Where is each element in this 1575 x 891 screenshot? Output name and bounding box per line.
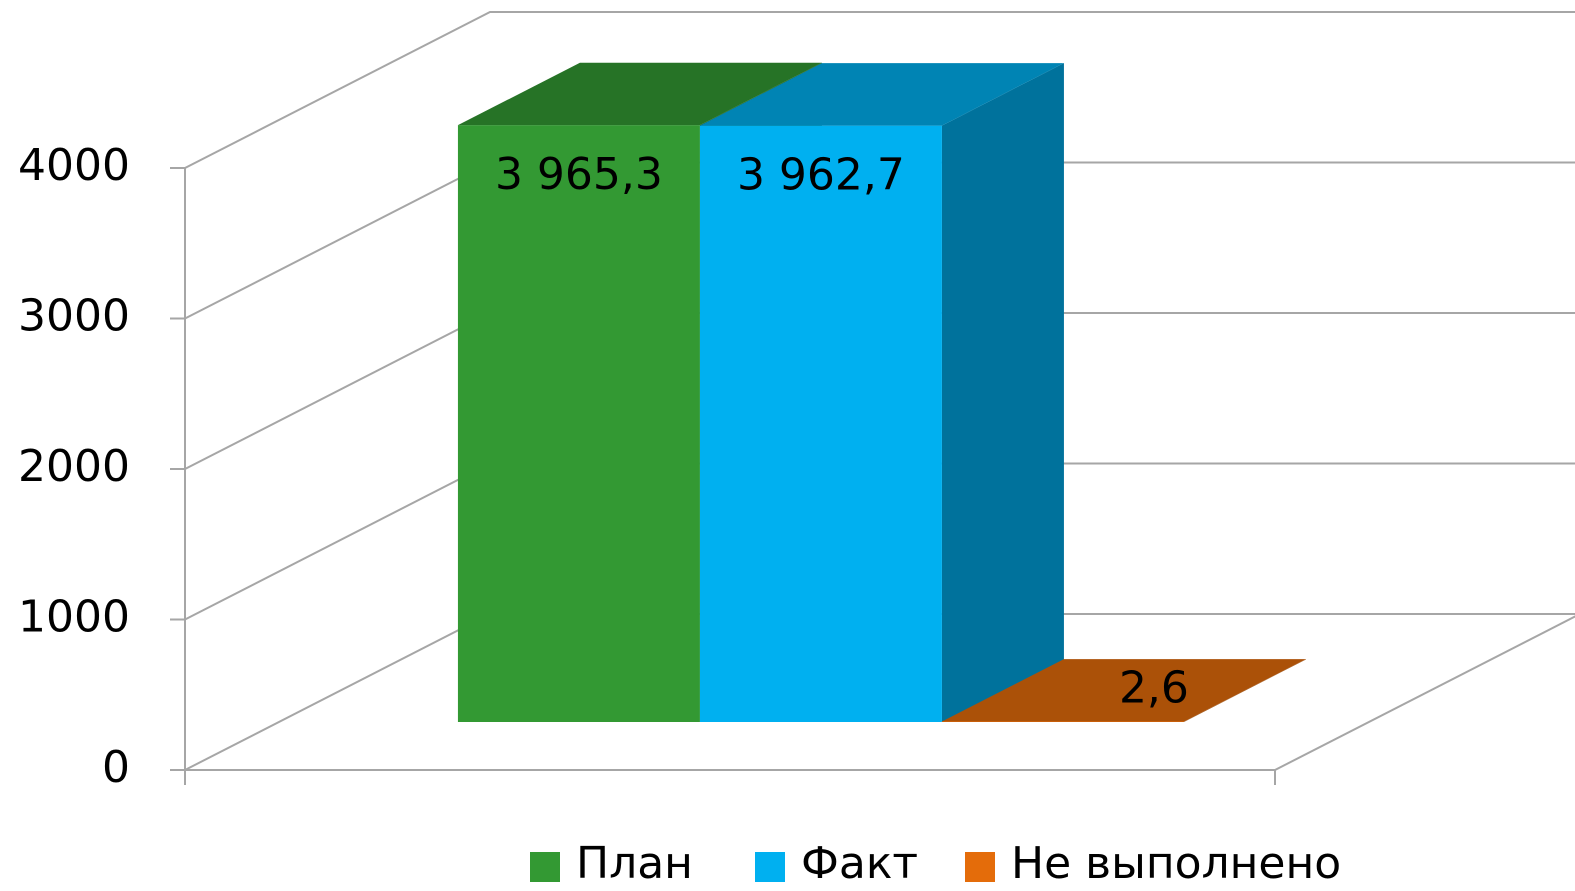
bar-front — [699, 125, 942, 722]
y-tick-label: 1000 — [18, 592, 130, 643]
y-tick-label: 0 — [102, 742, 130, 793]
bar-side — [941, 63, 1064, 722]
bar-front — [457, 125, 700, 722]
legend-swatch — [755, 852, 785, 882]
data-label: 3 962,7 — [737, 150, 905, 201]
data-label: 3 965,3 — [495, 149, 663, 200]
bar-top — [699, 63, 1064, 126]
legend-label: Факт — [801, 838, 918, 889]
floor-edge — [1274, 615, 1575, 771]
legend-swatch — [965, 852, 995, 882]
y-tick-label: 2000 — [18, 441, 130, 492]
y-tick-label: 3000 — [18, 291, 130, 342]
grid-line — [184, 11, 1575, 169]
legend-swatch — [530, 852, 560, 882]
legend-label: План — [576, 838, 693, 889]
bar-side — [1183, 659, 1306, 722]
data-label: 2,6 — [1119, 662, 1189, 713]
bar-top — [457, 62, 822, 126]
y-tick-label: 4000 — [18, 140, 130, 191]
bar-top — [941, 659, 1306, 722]
legend-label: Не выполнено — [1011, 838, 1341, 889]
